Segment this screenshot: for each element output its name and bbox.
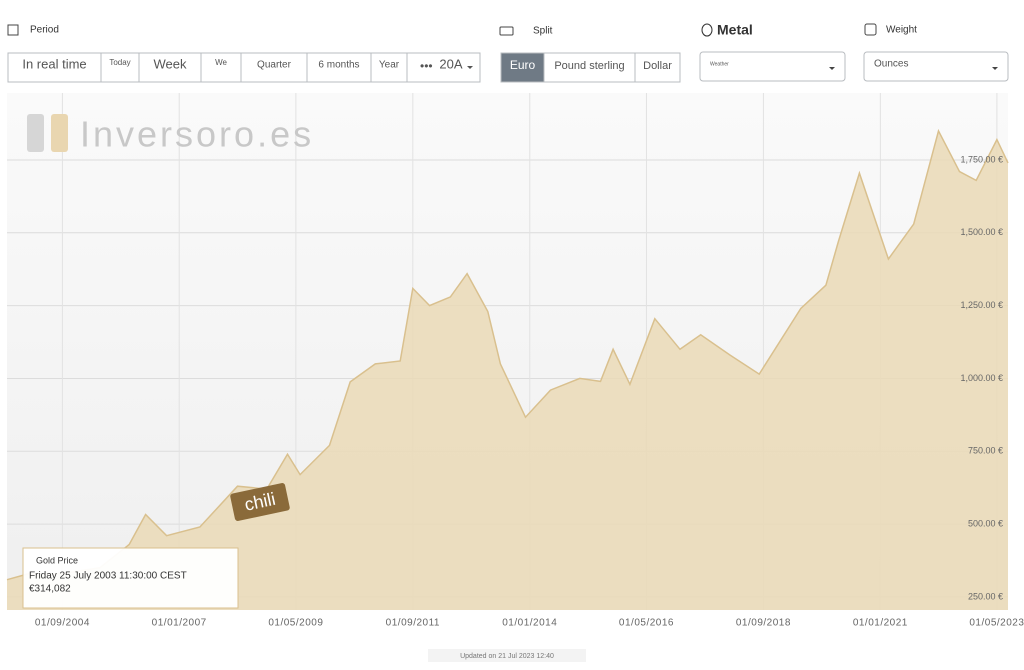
y-tick-label: 1,750.00 € xyxy=(960,154,1003,164)
y-tick-label: 500.00 € xyxy=(968,518,1003,528)
caret xyxy=(467,66,473,69)
weight-label: Weight xyxy=(886,25,917,36)
y-tick-label: 250.00 € xyxy=(968,591,1003,601)
tooltip xyxy=(22,547,239,609)
y-tick-label: 1,000.00 € xyxy=(960,373,1003,383)
calendar-icon xyxy=(7,24,19,36)
period-button-label: In real time xyxy=(22,56,86,71)
period-button-label: Year xyxy=(379,60,400,71)
x-tick-label: 01/05/2016 xyxy=(619,618,674,629)
tooltip-title: Gold Price xyxy=(36,555,78,565)
watermark-logo xyxy=(27,114,44,152)
y-tick-label: 750.00 € xyxy=(968,446,1003,456)
period-label: Period xyxy=(30,25,59,36)
tooltip-value: €314,082 xyxy=(29,584,71,595)
footer-box xyxy=(428,649,586,662)
x-tick-label: 01/01/2007 xyxy=(152,618,207,629)
period-button[interactable] xyxy=(370,52,408,83)
x-tick-label: 01/09/2004 xyxy=(35,618,90,629)
period-button[interactable] xyxy=(406,52,481,83)
split-button[interactable] xyxy=(543,52,636,83)
more-dots: ••• xyxy=(420,59,433,73)
period-button-label: Quarter xyxy=(257,60,292,71)
period-button[interactable] xyxy=(138,52,202,83)
watermark: Inversoro.es xyxy=(80,114,314,155)
tooltip-date: Friday 25 July 2003 11:30:00 CEST xyxy=(29,571,187,582)
y-tick-label: 1,250.00 € xyxy=(960,300,1003,310)
weight-selected: Ounces xyxy=(874,59,908,70)
weight-select[interactable] xyxy=(863,51,1009,82)
period-button-label: Week xyxy=(154,56,187,71)
period-button[interactable] xyxy=(200,52,242,83)
x-tick-label: 01/01/2021 xyxy=(853,618,908,629)
x-tick-label: 01/09/2011 xyxy=(386,618,440,629)
period-button-label: We xyxy=(215,58,227,67)
split-label: Split xyxy=(533,26,553,37)
metal-label: Metal xyxy=(717,22,753,38)
x-tick-label: 01/09/2018 xyxy=(736,618,791,629)
period-button[interactable] xyxy=(240,52,308,83)
watermark-logo xyxy=(51,114,68,152)
badge: chili xyxy=(230,483,290,521)
x-tick-label: 01/05/2009 xyxy=(268,618,323,629)
period-button-label: 6 months xyxy=(318,60,359,71)
caret xyxy=(829,67,835,70)
period-button[interactable] xyxy=(100,52,140,83)
split-button-label: Pound sterling xyxy=(554,60,624,72)
weight-icon xyxy=(864,23,877,36)
footer: Updated on 21 Jul 2023 12:40 xyxy=(460,653,554,660)
money-icon xyxy=(499,26,514,36)
split-button[interactable] xyxy=(634,52,681,83)
badge-box xyxy=(230,483,290,521)
period-button-label: 20A xyxy=(439,56,462,71)
x-tick-label: 01/05/2023 xyxy=(969,618,1024,629)
metal-select[interactable] xyxy=(699,51,846,82)
split-button-label: Dollar xyxy=(643,60,672,72)
caret xyxy=(992,67,998,70)
period-button[interactable] xyxy=(306,52,372,83)
line xyxy=(6,128,1009,581)
split-button-label: Euro xyxy=(510,58,536,72)
period-button-label: Today xyxy=(109,58,130,67)
metal-icon xyxy=(701,23,713,37)
y-tick-label: 1,500.00 € xyxy=(960,227,1003,237)
metal-selected: Weather xyxy=(710,61,729,67)
period-button[interactable] xyxy=(7,52,102,83)
x-tick-label: 01/01/2014 xyxy=(502,618,557,629)
